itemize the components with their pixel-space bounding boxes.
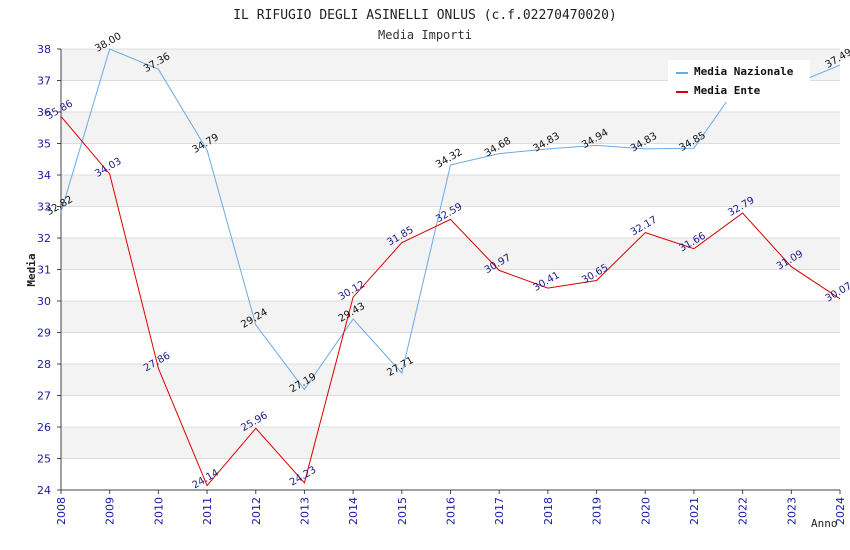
background-band	[61, 364, 840, 396]
y-tick-label: 38	[37, 43, 51, 56]
x-tick-label: 2011	[201, 497, 214, 525]
background-band	[61, 238, 840, 270]
x-tick-label: 2021	[688, 497, 701, 525]
y-tick-label: 34	[37, 169, 51, 182]
x-tick-label: 2023	[785, 497, 798, 525]
chart-title: IL RIFUGIO DEGLI ASINELLI ONLUS (c.f.022…	[233, 8, 617, 23]
data-label-media-ente: 32.17	[629, 215, 659, 239]
background-bands	[61, 49, 840, 459]
x-tick-label: 2012	[250, 497, 263, 525]
background-band	[61, 427, 840, 459]
x-tick-label: 2020	[639, 497, 652, 525]
background-band	[61, 112, 840, 144]
legend-label-media-nazionale: Media Nazionale	[694, 65, 794, 78]
y-tick-label: 35	[37, 138, 51, 151]
y-tick-label: 36	[37, 106, 51, 119]
x-tick-label: 2016	[445, 497, 458, 525]
x-tick-label: 2024	[834, 497, 847, 525]
data-label-media-ente: 24.14	[191, 468, 221, 492]
y-tick-label: 29	[37, 327, 51, 340]
y-tick-label: 32	[37, 232, 51, 245]
series-line-media-ente	[60, 116, 841, 487]
y-tick-label: 25	[37, 453, 51, 466]
data-label-media-ente: 30.41	[531, 270, 561, 294]
y-tick-label: 31	[37, 264, 51, 277]
data-label-media-nazionale: 34.32	[434, 147, 464, 171]
x-tick-label: 2019	[591, 497, 604, 525]
x-tick-label: 2018	[542, 497, 555, 525]
x-tick-label: 2009	[104, 497, 117, 525]
gridlines	[61, 48, 840, 491]
background-band	[61, 175, 840, 207]
x-tick-label: 2010	[152, 497, 165, 525]
legend-label-media-ente: Media Ente	[694, 84, 761, 97]
y-axis-label: Media	[25, 253, 38, 286]
y-tick-label: 37	[37, 75, 51, 88]
series-lines	[60, 48, 841, 487]
x-tick-label: 2017	[493, 497, 506, 525]
x-tick-label: 2008	[55, 497, 68, 525]
series-line-media-nazionale	[60, 48, 841, 391]
tick-labels: 24 25 26 27 28 29 30 31 32 33 34 35 36 37 38 2008 2009 20…	[37, 43, 847, 525]
x-axis-label: Anno	[811, 517, 838, 530]
x-tick-label: 2013	[298, 497, 311, 525]
y-tick-label: 28	[37, 358, 51, 371]
y-tick-label: 30	[37, 295, 51, 308]
axes	[57, 48, 841, 494]
y-tick-label: 33	[37, 201, 51, 214]
y-tick-label: 26	[37, 421, 51, 434]
legend-background	[668, 60, 810, 102]
background-band	[61, 301, 840, 333]
y-tick-label: 24	[37, 484, 51, 497]
x-tick-label: 2014	[347, 497, 360, 525]
chart-subtitle: Media Importi	[378, 28, 472, 42]
legend: Media Nazionale Media Ente	[668, 60, 810, 102]
data-label-media-ente: 24.23	[288, 465, 318, 489]
data-label-media-ente: 30.12	[337, 279, 367, 303]
x-tick-label: 2022	[737, 497, 750, 525]
y-tick-label: 27	[37, 390, 51, 403]
x-tick-label: 2015	[396, 497, 409, 525]
